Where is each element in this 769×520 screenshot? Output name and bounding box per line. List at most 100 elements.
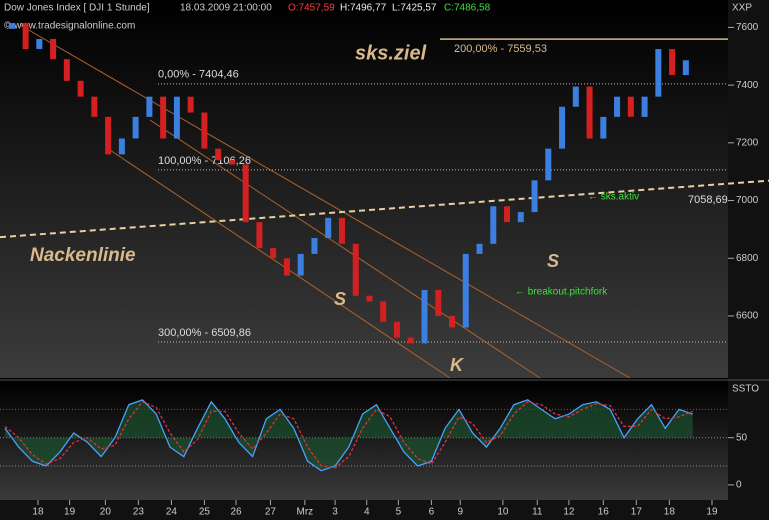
level-label: 0,00% - 7404,46 [158, 69, 239, 81]
neckline [0, 179, 769, 239]
y-tick-label: 6600 [736, 311, 759, 322]
candle [504, 206, 511, 223]
y-axis-label: XXP [732, 3, 752, 14]
x-tick-label: 11 [532, 507, 543, 518]
candle [325, 217, 332, 239]
candle [517, 212, 524, 223]
candle [627, 96, 634, 117]
pattern-label: K [450, 355, 465, 375]
header-instrument: Dow Jones Index [ DJI 1 Stunde] [4, 3, 150, 14]
candle [187, 96, 194, 113]
indicator-label: SSTO [732, 384, 759, 395]
candle [586, 86, 593, 139]
note: ← sks.aktiv [588, 192, 639, 203]
header-low: L:7425,57 [392, 3, 437, 14]
candle [242, 164, 249, 223]
axis-panel [728, 0, 769, 520]
header-time: 18.03.2009 21:00:00 [180, 3, 272, 14]
header-high: H:7496,77 [340, 3, 387, 14]
candle [655, 49, 662, 97]
candle [256, 222, 263, 249]
candle [559, 106, 566, 149]
pitchfork [19, 24, 631, 379]
candle [132, 116, 139, 139]
candle [380, 301, 387, 322]
x-axis-panel [0, 500, 728, 520]
stoch-area [4, 399, 693, 471]
x-tick-label: 19 [64, 507, 76, 518]
y-tick-label: 7400 [736, 80, 759, 91]
candle [8, 23, 15, 29]
x-tick-label: 9 [457, 507, 463, 518]
candle [22, 23, 29, 50]
x-tick-label: 19 [706, 507, 718, 518]
pitchfork-line [19, 24, 631, 379]
x-tick-label: 4 [364, 507, 370, 518]
candle [146, 96, 153, 117]
x-tick-label: 10 [497, 507, 509, 518]
candle [270, 248, 277, 259]
candle [490, 206, 497, 244]
stoch-line [4, 399, 693, 472]
y-tick-label: 7600 [736, 22, 759, 33]
candle [421, 289, 428, 344]
candle [545, 148, 552, 181]
y-tick-label: 0 [736, 480, 742, 491]
y-tick-label: 7000 [736, 195, 759, 206]
candle [366, 295, 373, 302]
candle [201, 112, 208, 149]
candle [669, 49, 676, 76]
header-open: O:7457,59 [288, 3, 335, 14]
candle [531, 180, 538, 213]
x-tick-label: 24 [166, 507, 178, 518]
candle [91, 96, 98, 117]
candle [283, 258, 290, 276]
candle [228, 160, 235, 165]
pitchfork-line [109, 149, 451, 379]
candle [160, 96, 167, 139]
candle [614, 96, 621, 117]
target-label: sks.ziel [355, 42, 427, 64]
candle [338, 217, 345, 244]
x-tick-label: 12 [563, 507, 575, 518]
x-tick-label: Mrz [296, 507, 313, 518]
pattern-label: S [334, 289, 346, 309]
level-label: 200,00% - 7559,53 [454, 43, 547, 55]
candle [50, 38, 57, 60]
note: ← breakout.pitchfork [515, 287, 608, 298]
x-tick-label: 18 [32, 507, 44, 518]
x-tick-label: 25 [199, 507, 211, 518]
candle [105, 116, 112, 155]
candle [572, 86, 579, 107]
candle [462, 253, 469, 328]
level-label: 100,00% - 7106,26 [158, 155, 251, 167]
candle [311, 238, 318, 254]
candle [297, 253, 304, 276]
x-tick-label: 23 [133, 507, 145, 518]
x-tick-label: 5 [396, 507, 402, 518]
candle [352, 243, 359, 296]
level-label: 300,00% - 6509,86 [158, 327, 251, 339]
y-tick-label: 6800 [736, 253, 759, 264]
candle [215, 148, 222, 161]
candle [173, 96, 180, 139]
candle [36, 38, 43, 50]
price-panel [0, 0, 728, 378]
candle [77, 80, 84, 97]
candle [393, 321, 400, 338]
x-tick-label: 17 [631, 507, 643, 518]
candle [682, 60, 689, 76]
pattern-label: S [547, 251, 559, 271]
candle [63, 59, 70, 81]
x-tick-label: 26 [230, 507, 242, 518]
x-tick-label: 16 [598, 507, 610, 518]
candle [600, 116, 607, 139]
y-tick-label: 50 [736, 432, 748, 443]
x-tick-label: 3 [332, 507, 338, 518]
x-tick-label: 18 [664, 507, 676, 518]
x-tick-label: 6 [429, 507, 435, 518]
copyright: © www.tradesignalonline.com [4, 21, 135, 32]
y-tick-label: 7200 [736, 137, 759, 148]
